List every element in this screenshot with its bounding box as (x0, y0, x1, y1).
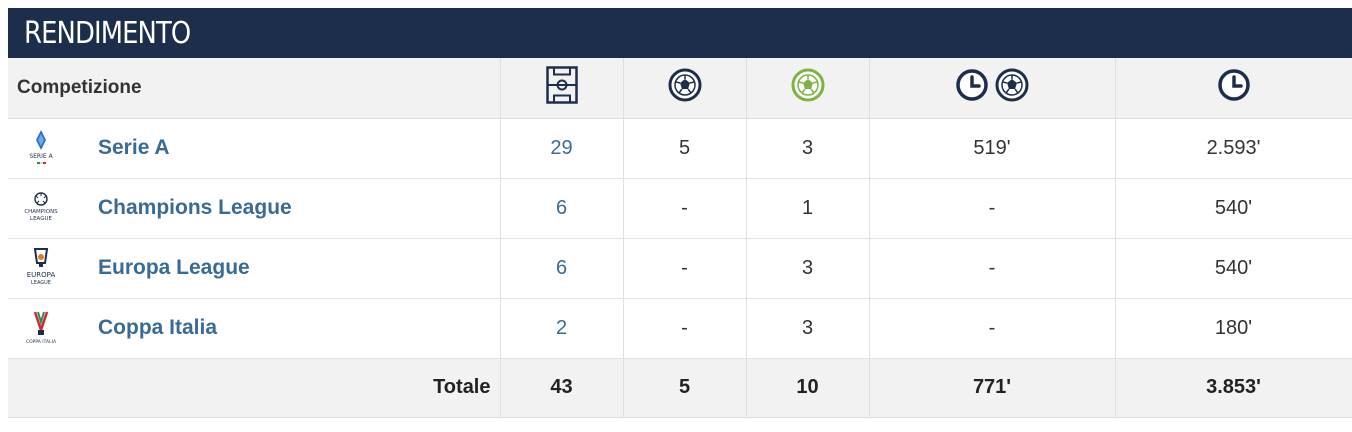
total-minutes-per-goal: 771' (869, 358, 1116, 418)
green-ball-cell: 3 (746, 298, 870, 359)
svg-text:CHAMPIONS: CHAMPIONS (24, 209, 58, 215)
totals-label: Totale (8, 358, 501, 418)
svg-text:COPPA ITALIA: COPPA ITALIA (26, 339, 57, 345)
appearances-cell[interactable]: 2 (500, 298, 624, 359)
minutes-per-goal-column-header (869, 58, 1116, 119)
minutes-cell: 180' (1115, 298, 1352, 359)
competition-cell: EUROPA LEAGUE Europa League (8, 238, 501, 299)
green-ball-cell: 3 (746, 238, 870, 299)
total-goals: 5 (623, 358, 747, 418)
panel-header: RENDIMENTO (8, 8, 1352, 58)
performance-table: Competizione (8, 58, 1352, 418)
goals-cell: 5 (623, 118, 747, 179)
minutes-cell: 540' (1115, 178, 1352, 239)
appearances-link[interactable]: 6 (555, 196, 568, 219)
champions-league-logo: CHAMPIONS LEAGUE (8, 190, 74, 226)
goals-column-header (623, 58, 747, 119)
goals-cell: - (623, 238, 747, 299)
competition-cell: CHAMPIONS LEAGUE Champions League (8, 178, 501, 239)
appearances-cell[interactable]: 6 (500, 238, 624, 299)
competition-link-serie-a[interactable]: Serie A (98, 136, 170, 159)
table-row: COPPA ITALIA Coppa Italia 2 - 3 - 180' (8, 298, 1352, 359)
total-appearances: 43 (500, 358, 624, 418)
clock-icon (1217, 69, 1250, 101)
totals-row: Totale 43 5 10 771' 3.853' (8, 358, 1352, 418)
competition-link-europa-league[interactable]: Europa League (98, 256, 250, 279)
appearances-cell[interactable]: 29 (500, 118, 624, 179)
goals-cell: - (623, 178, 747, 239)
pitch-icon (545, 66, 578, 104)
appearances-cell[interactable]: 6 (500, 178, 624, 239)
competition-column-header: Competizione (8, 58, 501, 119)
minutes-per-goal-cell: - (869, 298, 1116, 359)
svg-text:LEAGUE: LEAGUE (30, 216, 52, 222)
europa-league-logo: EUROPA LEAGUE (8, 247, 74, 289)
green-ball-cell: 3 (746, 118, 870, 179)
ball-icon (995, 68, 1029, 102)
serie-a-logo: SERIE A (8, 128, 74, 168)
appearances-link[interactable]: 2 (555, 316, 568, 339)
minutes-per-goal-cell: 519' (869, 118, 1116, 179)
green-ball-column-header (746, 58, 870, 119)
green-ball-cell: 1 (746, 178, 870, 239)
competition-link-champions-league[interactable]: Champions League (98, 196, 292, 219)
svg-text:LEAGUE: LEAGUE (31, 280, 51, 286)
ball-icon (668, 68, 701, 102)
green-ball-icon (791, 68, 824, 102)
clock-icon (956, 69, 988, 101)
total-minutes: 3.853' (1115, 358, 1352, 418)
coppa-italia-logo: COPPA ITALIA (8, 308, 74, 348)
table-row: CHAMPIONS LEAGUE Champions League 6 - 1 … (8, 178, 1352, 239)
table-header-row: Competizione (8, 58, 1352, 119)
goals-cell: - (623, 298, 747, 359)
panel-title: RENDIMENTO (24, 15, 191, 51)
minutes-cell: 540' (1115, 238, 1352, 299)
minutes-per-goal-cell: - (869, 178, 1116, 239)
minutes-column-header (1115, 58, 1352, 119)
appearances-link[interactable]: 29 (550, 136, 573, 159)
performance-panel: RENDIMENTO Competizione (8, 8, 1352, 432)
table-row: EUROPA LEAGUE Europa League 6 - 3 - 540' (8, 238, 1352, 299)
appearances-link[interactable]: 6 (555, 256, 568, 279)
svg-text:EUROPA: EUROPA (27, 271, 56, 279)
competition-cell: COPPA ITALIA Coppa Italia (8, 298, 501, 359)
total-green-ball: 10 (746, 358, 870, 418)
minutes-per-goal-cell: - (869, 238, 1116, 299)
competition-cell: SERIE A Serie A (8, 118, 501, 179)
minutes-cell: 2.593' (1115, 118, 1352, 179)
competition-link-coppa-italia[interactable]: Coppa Italia (98, 316, 218, 339)
svg-text:SERIE A: SERIE A (29, 153, 53, 160)
appearances-column-header (500, 58, 624, 119)
table-row: SERIE A Serie A 29 5 3 519' 2.593' (8, 118, 1352, 179)
